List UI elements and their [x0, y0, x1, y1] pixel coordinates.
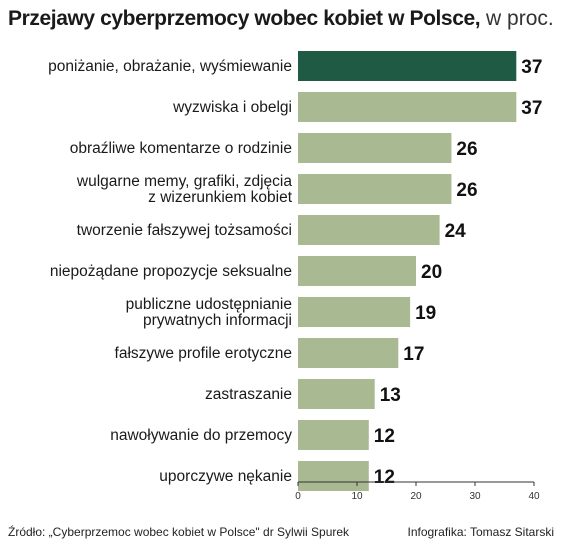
bar	[298, 174, 452, 204]
x-axis: 0 10 20 30 40	[295, 481, 540, 502]
category-label: wyzwiska i obelgi	[172, 99, 292, 116]
x-tick-label: 0	[295, 491, 301, 502]
value-label: 13	[380, 385, 401, 406]
bar	[298, 256, 416, 286]
bar	[298, 338, 399, 368]
bar	[298, 420, 369, 450]
category-label: nawoływanie do przemocy	[110, 427, 292, 444]
value-label: 20	[421, 262, 442, 283]
bar-chart: poniżanie, obrażanie, wyśmiewanie 37 wyzwi…	[48, 51, 542, 502]
bar	[298, 51, 517, 81]
value-label: 26	[456, 180, 477, 201]
value-label: 26	[456, 139, 477, 160]
value-label: 37	[521, 98, 542, 119]
x-tick-label: 10	[351, 491, 363, 502]
value-label: 19	[415, 303, 436, 324]
category-label: zastraszanie	[205, 386, 292, 403]
bar	[298, 133, 452, 163]
x-tick-label: 40	[528, 491, 540, 502]
category-label: fałszywe profile erotyczne	[115, 345, 292, 362]
bar	[298, 92, 517, 122]
chart-title: Przejawy cyberprzemocy wobec kobiet w Po…	[8, 6, 554, 32]
bar	[298, 461, 369, 491]
bar	[298, 215, 440, 245]
bars-layer: poniżanie, obrażanie, wyśmiewanie 37 wyzwi…	[48, 51, 542, 491]
category-label: publiczne udostępnianie prywatnych inform…	[126, 296, 292, 329]
credit-note: Infografika: Tomasz Sitarski	[407, 525, 554, 539]
value-label: 37	[521, 57, 542, 78]
chart-title-main: Przejawy cyberprzemocy wobec kobiet w Po…	[8, 7, 481, 30]
category-label: tworzenie fałszywej tożsamości	[77, 222, 292, 239]
value-label: 17	[403, 344, 424, 365]
bar	[298, 297, 411, 327]
x-tick-label: 20	[410, 491, 422, 502]
x-tick-label: 30	[469, 491, 481, 502]
chart-title-unit: w proc.	[486, 7, 554, 30]
category-label: niepożądane propozycje seksualne	[50, 263, 292, 280]
bar	[298, 379, 375, 409]
source-note: Źródło: „Cyberprzemoc wobec kobiet w Pol…	[8, 525, 350, 539]
category-label: wulgarne memy, grafiki, zdjęcia z wizerun…	[76, 173, 293, 206]
value-label: 12	[374, 467, 395, 488]
category-label: uporczywe nękanie	[159, 468, 292, 485]
category-label: obraźliwe komentarze o rodzinie	[70, 140, 292, 157]
category-label: poniżanie, obrażanie, wyśmiewanie	[48, 58, 292, 75]
value-label: 12	[374, 426, 395, 447]
value-label: 24	[445, 221, 467, 242]
